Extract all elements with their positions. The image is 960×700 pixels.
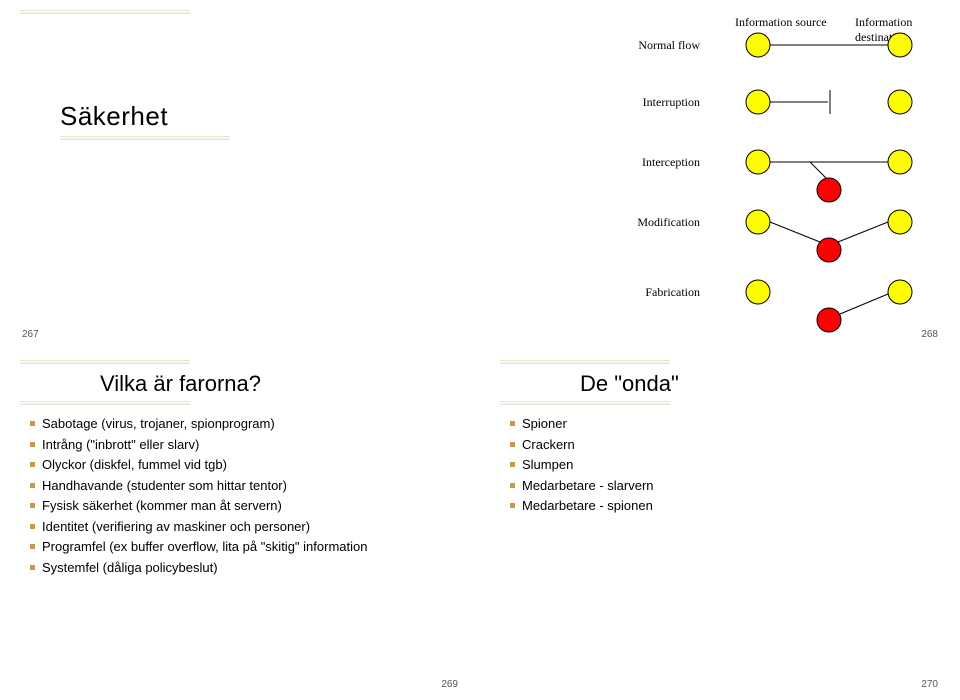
decorative-rule [500,401,670,402]
list-item: Sabotage (virus, trojaner, spionprogram) [30,414,460,434]
bullet-list: Spioner Crackern Slumpen Medarbetare - s… [510,414,940,516]
row-fabrication [746,280,912,332]
page-number: 269 [441,679,458,690]
list-item: Medarbetare - spionen [510,496,940,516]
decorative-rule [500,360,670,361]
list-item: Intrång ("inbrott" eller slarv) [30,435,460,455]
attack-diagram [500,10,960,360]
list-item: Medarbetare - slarvern [510,476,940,496]
page-number: 270 [921,679,938,690]
list-item: Slumpen [510,455,940,475]
list-item: Identitet (verifiering av maskiner och p… [30,517,460,537]
list-item: Systemfel (dåliga policybeslut) [30,558,460,578]
section-title: De "onda" [580,371,940,397]
bullet-list: Sabotage (virus, trojaner, spionprogram)… [30,414,460,577]
title-text: Säkerhet [60,101,460,132]
decorative-rule [20,360,190,361]
slide-diagram: Information source Information destinati… [480,0,960,350]
list-item: Handhavande (studenter som hittar tentor… [30,476,460,496]
list-item: Spioner [510,414,940,434]
section-title: Vilka är farorna? [100,371,460,397]
page-number: 268 [921,329,938,340]
list-item: Olyckor (diskfel, fummel vid tgb) [30,455,460,475]
decorative-rule [20,401,190,402]
list-item: Programfel (ex buffer overflow, lita på … [30,537,460,557]
slide-adversaries: De "onda" Spioner Crackern Slumpen Medar… [480,350,960,700]
list-item: Crackern [510,435,940,455]
list-item: Fysisk säkerhet (kommer man åt servern) [30,496,460,516]
row-interception [746,150,912,202]
decorative-rule [20,10,190,11]
slide-title: Säkerhet 267 [0,0,480,350]
row-normal [746,33,912,57]
slide-threats: Vilka är farorna? Sabotage (virus, troja… [0,350,480,700]
row-interruption [746,90,912,114]
page-number: 267 [22,329,39,340]
row-modification [746,210,912,262]
decorative-rule [60,136,230,137]
